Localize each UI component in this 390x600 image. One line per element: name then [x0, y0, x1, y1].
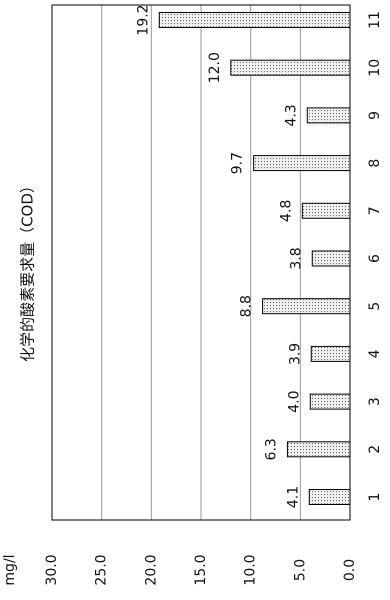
rotated-chart: 化学的酸素要求量（COD） mg/l 0.0 5.0 10.0 15.0 20.0 25.… [2, 4, 383, 585]
chart-title: 化学的酸素要求量（COD） [19, 178, 37, 362]
value-label: 19.2 [135, 4, 151, 35]
x-tick-label: 4 [367, 349, 383, 358]
x-tick-label: 10 [367, 59, 383, 77]
bar [308, 489, 351, 505]
x-tick-label: 9 [367, 111, 383, 120]
x-tick-label: 11 [367, 11, 383, 29]
y-tick-label: 25.0 [94, 554, 110, 585]
bar [262, 298, 351, 315]
value-label: 4.3 [283, 104, 299, 126]
y-tick-label: 15.0 [193, 554, 209, 585]
bar [158, 12, 351, 28]
value-label: 4.0 [286, 390, 302, 412]
y-tick-label: 5.0 [292, 559, 308, 581]
bar [286, 441, 351, 458]
bar [309, 393, 351, 410]
x-tick-label: 7 [367, 206, 383, 215]
axis-unit: mg/l [2, 554, 18, 585]
value-label: 8.8 [239, 295, 255, 317]
y-tick-label: 30.0 [44, 554, 60, 585]
value-label: 4.1 [285, 486, 301, 508]
bar [230, 59, 351, 76]
value-label: 3.8 [288, 247, 304, 269]
x-tick-label: 8 [367, 159, 383, 168]
bar [253, 155, 351, 172]
value-label: 6.3 [263, 438, 279, 460]
bar [310, 345, 351, 362]
bar [311, 250, 351, 267]
y-tick-label: 20.0 [143, 554, 159, 585]
y-tick-label: 10.0 [243, 554, 259, 585]
value-label: 4.8 [278, 200, 294, 222]
y-tick-label: 0.0 [342, 559, 358, 581]
value-label: 12.0 [207, 52, 223, 83]
x-tick-label: 5 [367, 302, 383, 311]
bar [306, 107, 351, 124]
bar [301, 202, 351, 219]
value-label: 9.7 [230, 152, 246, 174]
x-tick-label: 6 [367, 254, 383, 263]
x-tick-label: 2 [367, 445, 383, 454]
value-label: 3.9 [287, 343, 303, 365]
x-tick-label: 1 [367, 493, 383, 502]
x-tick-label: 3 [367, 397, 383, 406]
